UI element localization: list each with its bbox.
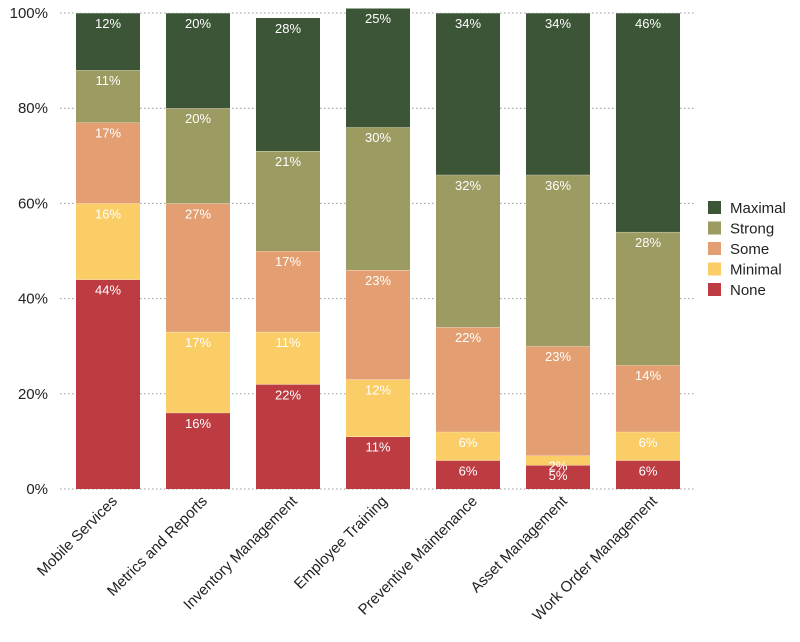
bar-segment-some	[616, 365, 680, 432]
legend-label-strong: Strong	[730, 221, 774, 238]
bar-segment-minimal	[436, 431, 500, 461]
bar-segment-strong	[436, 174, 500, 328]
y-tick-label: 0%	[26, 481, 48, 498]
data-label: 6%	[639, 463, 658, 478]
bar-segment-some	[526, 346, 590, 456]
y-tick-label: 100%	[10, 5, 48, 22]
data-label: 11%	[95, 73, 120, 88]
legend-swatch-minimal	[708, 262, 721, 276]
bar-segment-some	[76, 122, 140, 204]
segment-labels-layer: 44% 16% 17% 11% 12% 16% 17% 27% 20% 20% 22% 11% 17% 2…	[95, 11, 661, 483]
legend-label-none: None	[730, 282, 766, 299]
bar-segment-maximal	[256, 17, 320, 152]
legend-swatch-some	[708, 242, 721, 255]
data-label: 17%	[185, 335, 211, 350]
x-tick-label: Asset Management	[467, 492, 571, 596]
data-label: 20%	[185, 16, 211, 31]
data-label: 22%	[275, 387, 301, 402]
data-label: 44%	[95, 283, 121, 298]
x-tick-label: Employee Training	[291, 493, 391, 593]
legend-label-minimal: Minimal	[730, 262, 782, 279]
legend: Maximal Strong Some Minimal None	[708, 200, 786, 299]
data-label: 16%	[185, 416, 211, 431]
bar-segment-maximal	[436, 13, 500, 175]
data-label: 34%	[455, 16, 481, 31]
y-tick-label: 40%	[18, 291, 48, 308]
data-label: 30%	[365, 130, 391, 145]
data-label: 34%	[545, 16, 571, 31]
data-label: 6%	[639, 435, 658, 450]
legend-label-some: Some	[730, 241, 769, 258]
data-label: 27%	[185, 206, 211, 221]
data-label: 28%	[275, 21, 301, 36]
bar-segment-strong	[616, 231, 680, 366]
bar-segment-strong	[346, 127, 410, 271]
bar-segment-none	[346, 436, 410, 489]
data-label: 23%	[545, 349, 571, 364]
bar-segment-some	[346, 270, 410, 380]
x-tick-label: Metrics and Reports	[104, 493, 211, 600]
bar-segment-minimal	[346, 379, 410, 437]
bar-segment-maximal	[76, 13, 140, 71]
bar-segment-maximal	[616, 13, 680, 232]
bar-segment-minimal	[76, 203, 140, 280]
bar-segment-none	[616, 460, 680, 489]
bar-segment-maximal	[166, 13, 230, 109]
bar-segment-some	[256, 251, 320, 332]
data-label: 20%	[185, 111, 211, 126]
bar-segment-none	[256, 384, 320, 489]
data-label: 32%	[455, 178, 481, 193]
data-label: 2%	[549, 459, 568, 474]
legend-swatch-maximal	[708, 201, 721, 214]
data-label: 11%	[275, 335, 300, 350]
legend-swatch-strong	[708, 221, 721, 235]
data-label: 25%	[365, 11, 391, 26]
x-tick-label: Mobile Services	[34, 493, 121, 580]
data-label: 14%	[635, 368, 661, 383]
data-label: 21%	[275, 154, 301, 169]
bar-segment-minimal	[166, 331, 230, 413]
bar-segment-none	[76, 279, 140, 489]
bar-segment-none	[436, 460, 500, 489]
y-tick-label: 20%	[18, 386, 48, 403]
data-label: 16%	[95, 206, 121, 221]
data-label: 17%	[275, 254, 301, 269]
bar-segment-minimal	[526, 455, 590, 466]
bars-layer	[76, 7, 680, 489]
data-label: 46%	[635, 16, 661, 31]
bar-segment-strong	[526, 174, 590, 347]
y-tick-label: 80%	[18, 100, 48, 117]
data-label: 22%	[455, 330, 481, 345]
data-label: 36%	[545, 178, 571, 193]
bar-segment-maximal	[526, 13, 590, 175]
legend-label-maximal: Maximal	[730, 200, 786, 217]
bar-segment-minimal	[256, 331, 320, 385]
bar-segment-maximal	[346, 8, 410, 128]
bar-segment-strong	[76, 70, 140, 123]
data-label: 5%	[549, 468, 568, 483]
data-label: 23%	[365, 273, 391, 288]
data-label: 28%	[635, 235, 661, 250]
data-label: 12%	[365, 383, 391, 398]
data-label: 6%	[459, 463, 478, 478]
bar-segment-some	[166, 203, 230, 332]
y-axis: 0% 20% 40% 60% 80% 100%	[10, 5, 48, 498]
bar-segment-some	[436, 327, 500, 432]
data-label: 12%	[95, 16, 121, 31]
bar-segment-strong	[256, 151, 320, 251]
bar-segment-minimal	[616, 431, 680, 461]
bar-segment-none	[166, 412, 230, 489]
legend-swatch-none	[708, 283, 721, 296]
data-label: 6%	[459, 435, 478, 450]
data-label: 11%	[365, 440, 390, 455]
y-tick-label: 60%	[18, 195, 48, 212]
data-label: 17%	[95, 125, 121, 140]
bar-segment-strong	[166, 108, 230, 204]
bar-segment-none	[526, 465, 590, 489]
